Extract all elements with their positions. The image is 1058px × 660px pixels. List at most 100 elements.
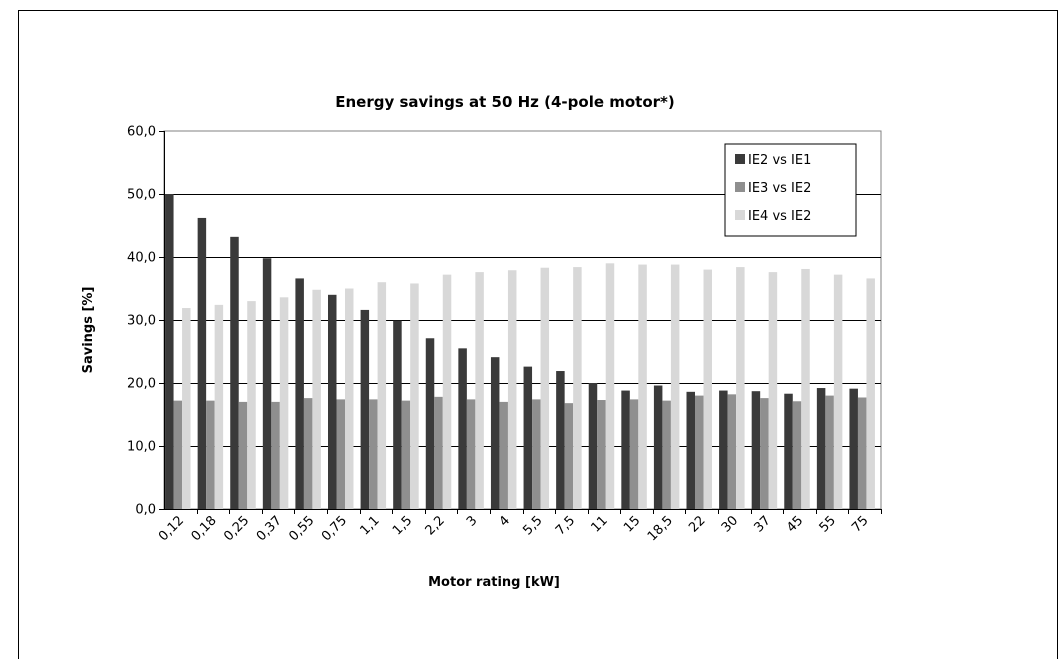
bar — [833, 274, 843, 509]
bar — [490, 357, 500, 509]
bar — [768, 272, 778, 509]
bar — [165, 194, 174, 509]
legend-swatch — [735, 154, 745, 164]
bar — [792, 401, 802, 509]
bar — [653, 385, 663, 509]
bar — [425, 338, 435, 509]
legend-label: IE2 vs IE1 — [748, 153, 811, 168]
bar — [206, 400, 215, 509]
bar — [197, 217, 207, 509]
bar — [369, 399, 378, 509]
bar — [760, 398, 769, 509]
bar — [621, 390, 630, 509]
legend-swatch — [735, 210, 745, 220]
bar — [262, 258, 272, 509]
legend-swatch — [735, 182, 745, 192]
bar — [816, 388, 826, 509]
x-tick-label: 37 — [751, 513, 773, 535]
bar — [173, 400, 183, 509]
bar — [295, 278, 304, 509]
bar — [247, 301, 256, 509]
y-tick-label: 40,0 — [127, 251, 156, 266]
legend-label: IE3 vs IE2 — [748, 181, 811, 196]
y-axis-label: Savings [%] — [81, 287, 96, 374]
x-tick-label: 0,55 — [286, 513, 317, 544]
bar — [230, 236, 239, 509]
bar — [727, 394, 737, 509]
bar — [670, 264, 680, 509]
bar — [719, 390, 728, 509]
bar — [866, 278, 875, 509]
bar — [442, 274, 452, 509]
y-tick-label: 0,0 — [135, 503, 156, 518]
bar — [686, 391, 695, 509]
bar — [695, 395, 704, 509]
bar — [825, 395, 834, 509]
chart-frame: Energy savings at 50 Hz (4-pole motor*) … — [18, 10, 1058, 659]
y-tick-label: 10,0 — [127, 440, 156, 455]
bar — [360, 309, 370, 509]
x-tick-label: 1,1 — [357, 513, 382, 538]
bar — [458, 348, 467, 509]
bar — [540, 267, 550, 509]
x-tick-label: 5,5 — [520, 513, 545, 538]
bar — [532, 399, 541, 509]
legend-box — [724, 143, 857, 237]
y-tick-label: 30,0 — [127, 314, 156, 329]
x-tick-label: 18,5 — [645, 513, 676, 544]
bar — [556, 371, 565, 509]
bar — [475, 272, 484, 509]
bar — [214, 304, 224, 509]
bar — [466, 399, 476, 509]
bar — [736, 267, 745, 509]
x-tick-label: 45 — [784, 513, 806, 535]
bar — [849, 388, 858, 509]
x-tick-label: 22 — [686, 513, 708, 535]
bar — [751, 391, 761, 509]
bar — [336, 399, 345, 509]
x-tick-label: 75 — [849, 513, 871, 535]
x-tick-label: 30 — [719, 513, 741, 535]
bar — [662, 400, 671, 509]
y-tick-label: 50,0 — [127, 188, 156, 203]
bar — [564, 403, 574, 509]
bar — [182, 308, 191, 509]
x-tick-label: 3 — [464, 513, 480, 529]
chart-title: Energy savings at 50 Hz (4-pole motor*) — [335, 93, 675, 111]
x-tick-label: 0,12 — [156, 513, 187, 544]
bar — [345, 288, 354, 509]
x-tick-label: 11 — [588, 513, 610, 535]
x-tick-label: 4 — [497, 513, 513, 529]
bar — [410, 283, 419, 509]
x-tick-label: 1,5 — [390, 513, 415, 538]
bar — [401, 400, 411, 509]
bar — [605, 263, 615, 509]
bar — [377, 282, 387, 509]
x-tick-label: 0,18 — [189, 513, 220, 544]
bar — [507, 270, 517, 509]
bar — [303, 398, 313, 509]
y-tick-label: 20,0 — [127, 377, 156, 392]
y-tick-label: 60,0 — [127, 125, 156, 140]
bar — [523, 366, 533, 509]
legend: IE2 vs IE1 IE3 vs IE2 IE4 vs IE2 — [724, 143, 857, 237]
bar — [638, 264, 647, 509]
bar — [279, 297, 289, 509]
bar — [703, 269, 712, 509]
bar — [238, 401, 248, 509]
x-tick-label: 0,25 — [221, 513, 252, 544]
x-tick-label: 55 — [817, 513, 839, 535]
x-tick-label: 15 — [621, 513, 643, 535]
legend-label: IE4 vs IE2 — [748, 209, 811, 224]
x-axis-label: Motor rating [kW] — [428, 575, 560, 590]
x-tick-label: 7,5 — [553, 513, 578, 538]
bar — [312, 289, 321, 509]
bar — [597, 400, 606, 509]
bar — [434, 396, 443, 509]
bar — [328, 294, 337, 509]
x-tick-label: 0,75 — [319, 513, 350, 544]
bar — [271, 401, 280, 509]
bar — [857, 397, 867, 509]
bar-chart: Energy savings at 50 Hz (4-pole motor*) … — [81, 93, 882, 590]
bar — [801, 268, 810, 509]
